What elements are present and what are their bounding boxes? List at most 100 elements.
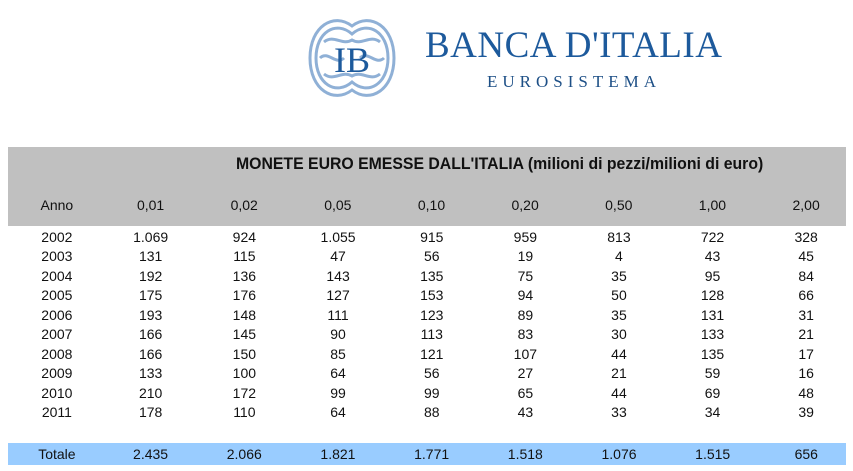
data-table: 2002 1.069 924 1.055 915 959 813 722 328 2003 131 1… xyxy=(10,227,853,422)
value-cell: 95 xyxy=(704,267,721,284)
value-cell: 16 xyxy=(798,365,814,382)
value-cell: 1.055 xyxy=(320,228,356,245)
value-cell: 133 xyxy=(138,365,163,382)
column-header: 0,50 xyxy=(605,197,633,213)
value-cell: 166 xyxy=(138,326,163,343)
value-cell: 19 xyxy=(517,248,534,265)
value-cell: 64 xyxy=(330,365,346,382)
value-cell: 115 xyxy=(233,248,256,265)
value-cell: 48 xyxy=(798,384,814,401)
value-cell: 178 xyxy=(138,404,163,421)
value-cell: 148 xyxy=(232,306,257,323)
value-cell: 813 xyxy=(607,228,631,245)
value-cell: 111 xyxy=(327,306,349,323)
table-row: 2009 133 100 64 56 27 21 59 16 xyxy=(10,364,853,384)
value-cell: 123 xyxy=(420,306,444,323)
value-cell: 30 xyxy=(611,326,627,343)
value-cell: 4 xyxy=(615,248,623,265)
value-cell: 94 xyxy=(517,287,534,304)
value-cell: 69 xyxy=(704,384,721,401)
value-cell: 131 xyxy=(700,306,725,323)
value-cell: 1.069 xyxy=(133,228,169,245)
value-cell: 43 xyxy=(517,404,534,421)
column-header: Anno xyxy=(40,197,74,213)
value-cell: 43 xyxy=(704,248,721,265)
value-cell: 133 xyxy=(700,326,725,343)
value-cell: 89 xyxy=(517,306,534,323)
table-header-band xyxy=(8,147,846,226)
value-cell: 50 xyxy=(611,287,627,304)
value-cell: 113 xyxy=(420,326,443,343)
value-cell: 135 xyxy=(420,267,444,284)
column-headers: Anno 0,01 0,02 0,05 0,10 0,20 0,50 1,00 2,00 xyxy=(10,195,853,215)
value-cell: 136 xyxy=(232,267,257,284)
value-cell: 959 xyxy=(513,228,538,245)
svg-text:IB: IB xyxy=(334,40,370,80)
total-cell: 1.076 xyxy=(601,446,637,462)
table-row: 2011 178 110 64 88 43 33 34 39 xyxy=(10,403,853,423)
value-cell: 84 xyxy=(798,267,814,284)
value-cell: 127 xyxy=(326,287,350,304)
value-cell: 166 xyxy=(138,345,163,362)
brand-name: BANCA D'ITALIA xyxy=(425,25,723,66)
column-header: 0,02 xyxy=(230,197,258,213)
value-cell: 210 xyxy=(138,384,163,401)
value-cell: 65 xyxy=(517,384,534,401)
value-cell: 33 xyxy=(611,404,627,421)
table-row: 2002 1.069 924 1.055 915 959 813 722 328 xyxy=(10,227,853,247)
value-cell: 128 xyxy=(700,287,725,304)
table-title: MONETE EURO EMESSE DALL'ITALIA (milioni … xyxy=(236,154,764,173)
year-cell: 2007 xyxy=(41,326,73,343)
banca-italia-emblem-icon: IB xyxy=(308,19,396,97)
column-header: 0,20 xyxy=(511,197,539,213)
value-cell: 35 xyxy=(611,267,627,284)
column-header: 0,10 xyxy=(417,197,446,213)
total-cell: 2.435 xyxy=(133,446,169,462)
year-cell: 2009 xyxy=(41,365,73,382)
value-cell: 722 xyxy=(700,228,725,245)
table-row: 2007 166 145 90 113 83 30 133 21 xyxy=(10,325,853,345)
value-cell: 44 xyxy=(611,384,627,401)
value-cell: 21 xyxy=(798,326,814,343)
value-cell: 88 xyxy=(423,404,440,421)
table-row: 2008 166 150 85 121 107 44 135 17 xyxy=(10,344,853,364)
year-cell: 2011 xyxy=(41,404,72,421)
value-cell: 328 xyxy=(794,228,818,245)
value-cell: 99 xyxy=(423,384,440,401)
value-cell: 66 xyxy=(798,287,814,304)
value-cell: 83 xyxy=(517,326,534,343)
total-cell: 1.771 xyxy=(414,446,450,462)
value-cell: 21 xyxy=(611,365,627,382)
year-cell: 2002 xyxy=(41,228,73,245)
value-cell: 924 xyxy=(232,228,257,245)
total-cell: 1.518 xyxy=(507,446,543,462)
value-cell: 56 xyxy=(423,248,440,265)
value-cell: 35 xyxy=(611,306,627,323)
total-cell: 1.821 xyxy=(320,446,356,462)
value-cell: 915 xyxy=(420,228,444,245)
total-cell: 1.515 xyxy=(695,446,731,462)
value-cell: 107 xyxy=(513,345,538,362)
value-cell: 44 xyxy=(611,345,627,362)
value-cell: 192 xyxy=(138,267,163,284)
value-cell: 59 xyxy=(704,365,721,382)
year-cell: 2010 xyxy=(41,384,73,401)
value-cell: 150 xyxy=(232,345,257,362)
value-cell: 90 xyxy=(330,326,346,343)
value-cell: 176 xyxy=(232,287,257,304)
total-band xyxy=(8,443,846,465)
value-cell: 143 xyxy=(326,267,350,284)
value-cell: 34 xyxy=(704,404,721,421)
value-cell: 85 xyxy=(330,345,346,362)
column-header: 1,00 xyxy=(698,197,727,213)
total-cell: 656 xyxy=(794,446,818,462)
value-cell: 193 xyxy=(138,306,163,323)
value-cell: 47 xyxy=(330,248,346,265)
value-cell: 145 xyxy=(232,326,257,343)
value-cell: 64 xyxy=(330,404,346,421)
year-cell: 2006 xyxy=(41,306,73,323)
column-header: 0,01 xyxy=(136,197,165,213)
value-cell: 39 xyxy=(798,404,814,421)
value-cell: 135 xyxy=(700,345,725,362)
table-row: 2005 175 176 127 153 94 50 128 66 xyxy=(10,286,853,306)
